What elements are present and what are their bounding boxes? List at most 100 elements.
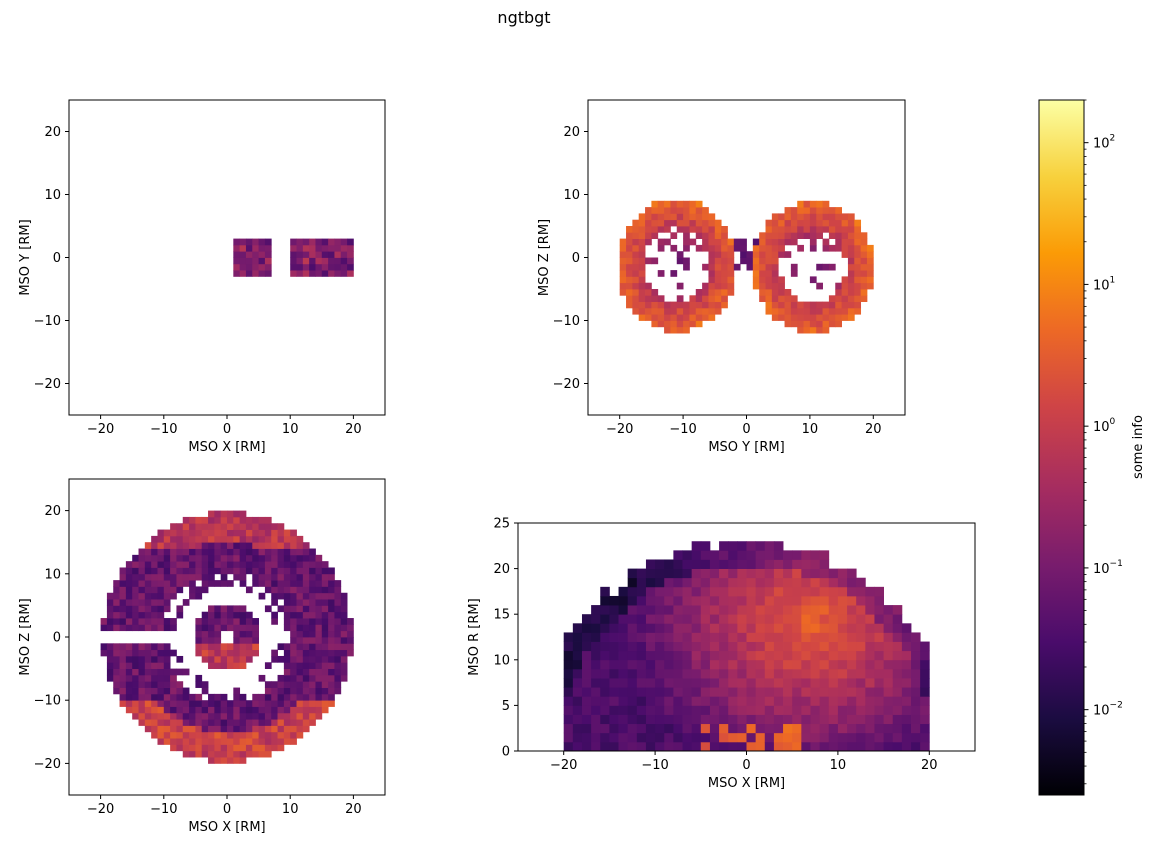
heatmap-cell xyxy=(636,705,647,715)
heatmap-cell xyxy=(727,263,735,271)
heatmap-cell xyxy=(258,542,266,549)
heatmap-cell xyxy=(239,649,247,657)
heatmap-cell xyxy=(841,238,849,246)
heatmap-cell xyxy=(208,744,215,752)
heatmap-cell xyxy=(854,226,862,233)
heatmap-cell xyxy=(609,741,619,752)
heatmap-cell xyxy=(645,632,656,642)
colorbar-tick-exponent: 0 xyxy=(1110,417,1116,427)
heatmap-cell xyxy=(664,696,674,706)
heatmap-cell xyxy=(737,641,747,652)
heatmap-cell xyxy=(737,550,747,560)
heatmap-cell xyxy=(728,632,738,642)
heatmap-cell xyxy=(819,650,830,661)
heatmap-cell xyxy=(119,586,127,594)
heatmap-cell xyxy=(847,232,855,239)
heatmap-cell xyxy=(645,257,652,265)
heatmap-cell xyxy=(277,687,285,695)
heatmap-cell xyxy=(778,244,785,252)
heatmap-cell xyxy=(239,643,247,651)
heatmap-cell xyxy=(655,650,665,661)
heatmap-cell xyxy=(302,599,310,606)
heatmap-cell xyxy=(632,276,640,284)
heatmap-cell xyxy=(113,687,120,695)
heatmap-cell xyxy=(132,662,139,669)
heatmap-cell xyxy=(245,719,253,726)
heatmap-cell xyxy=(627,741,638,752)
heatmap-cell xyxy=(714,270,722,277)
heatmap-cell xyxy=(797,307,804,315)
heatmap-cell xyxy=(290,592,297,600)
heatmap-cell xyxy=(828,314,836,321)
heatmap-cell xyxy=(182,599,190,606)
heatmap-cell xyxy=(709,623,720,633)
heatmap-cell xyxy=(132,674,139,682)
heatmap-cell xyxy=(195,637,203,644)
heatmap-cell xyxy=(239,611,247,619)
heatmap-cell xyxy=(856,659,866,670)
heatmap-cell xyxy=(340,605,348,613)
heatmap-cell xyxy=(771,213,779,221)
heatmap-cell xyxy=(290,554,297,562)
heatmap-cell xyxy=(721,251,728,258)
heatmap-cell xyxy=(563,678,574,688)
heatmap-cell xyxy=(645,732,656,743)
heatmap-cell xyxy=(328,580,335,587)
heatmap-cell xyxy=(315,592,323,600)
heatmap-cell xyxy=(245,535,253,543)
heatmap-cell xyxy=(819,632,830,642)
heatmap-cell xyxy=(195,750,203,758)
x-tick-label: −10 xyxy=(669,422,696,437)
heatmap-cell xyxy=(682,732,693,743)
heatmap-cell xyxy=(151,580,158,587)
heatmap-cell xyxy=(195,554,203,562)
heatmap-cell xyxy=(296,535,304,543)
heatmap-cell xyxy=(271,580,278,587)
heatmap-cell xyxy=(689,320,697,328)
heatmap-cell xyxy=(771,219,779,227)
heatmap-cell xyxy=(309,561,316,568)
heatmap-cell xyxy=(157,725,165,733)
heatmap-cell xyxy=(572,632,583,642)
heatmap-cell xyxy=(920,687,930,697)
heatmap-cell xyxy=(321,238,329,246)
heatmap-cell xyxy=(309,643,316,651)
heatmap-cell xyxy=(746,605,757,615)
heatmap-cell xyxy=(581,732,592,743)
heatmap-cell xyxy=(619,289,627,296)
heatmap-cell xyxy=(695,301,703,309)
heatmap-cell xyxy=(773,541,784,551)
heatmap-cell xyxy=(700,577,711,588)
heatmap-cell xyxy=(721,226,728,233)
heatmap-cell xyxy=(837,623,848,633)
heatmap-cell xyxy=(719,641,729,652)
heatmap-cell xyxy=(746,614,757,624)
y-tick-label: 0 xyxy=(572,251,580,266)
heatmap-cell xyxy=(778,307,785,315)
heatmap-cell xyxy=(828,595,839,606)
heatmap-cell xyxy=(157,712,165,720)
heatmap-cell xyxy=(655,741,665,752)
heatmap-cell xyxy=(609,668,619,679)
heatmap-cell xyxy=(572,723,583,734)
heatmap-cell xyxy=(302,542,310,549)
heatmap-cell xyxy=(334,257,342,265)
heatmap-cell xyxy=(664,219,671,227)
heatmap-cell xyxy=(645,219,652,227)
heatmap-cell xyxy=(847,668,857,679)
heatmap-cell xyxy=(214,738,222,745)
heatmap-cell xyxy=(157,655,165,663)
heatmap-cell xyxy=(837,687,848,697)
heatmap-cell xyxy=(151,681,158,688)
heatmap-cell xyxy=(755,632,766,642)
heatmap-cell xyxy=(600,714,610,725)
heatmap-cell xyxy=(302,630,310,638)
heatmap-cell xyxy=(773,559,784,569)
heatmap-cell xyxy=(227,750,234,758)
heatmap-cell xyxy=(655,723,665,734)
heatmap-cell xyxy=(151,548,158,556)
heatmap-cell xyxy=(828,632,839,642)
heatmap-cell xyxy=(636,568,647,579)
heatmap-cell xyxy=(334,662,342,669)
